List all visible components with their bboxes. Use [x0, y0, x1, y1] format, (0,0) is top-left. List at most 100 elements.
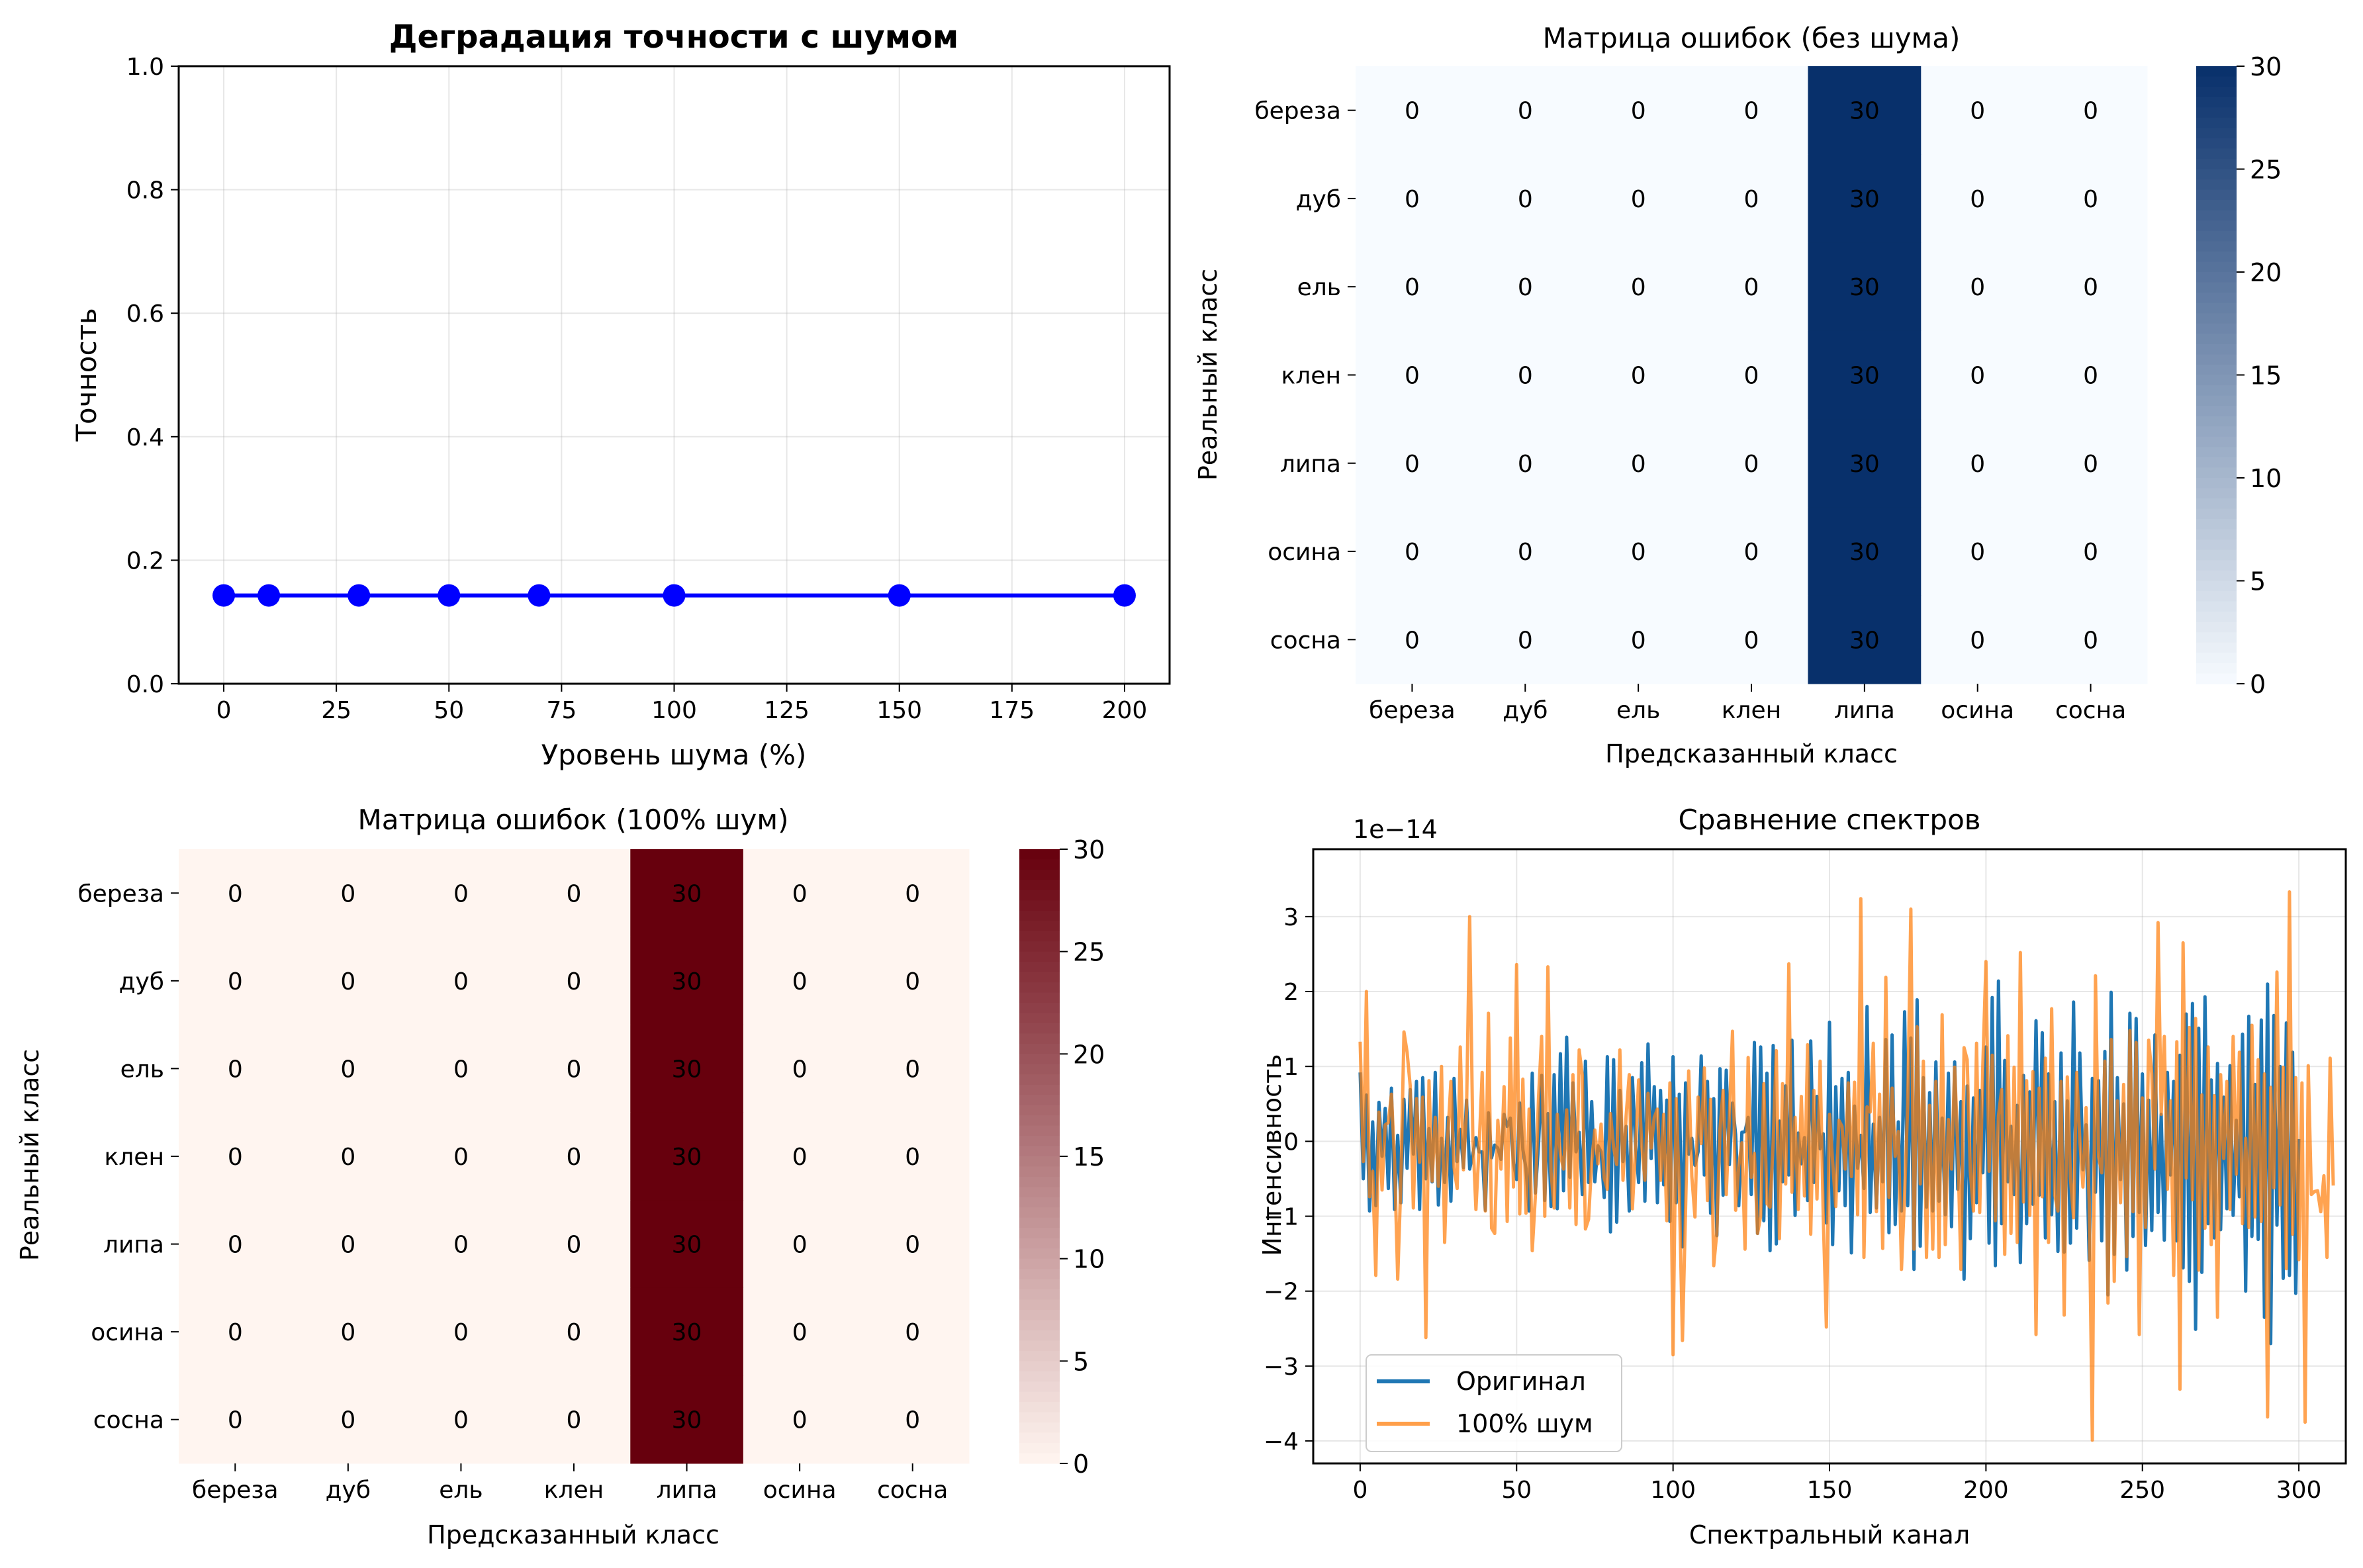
colorbar-segment	[2196, 508, 2237, 520]
colorbar-segment	[2196, 148, 2237, 160]
heatmap-cell	[630, 1112, 744, 1201]
x-tick-label: 25	[321, 697, 351, 724]
cell-value: 0	[567, 1232, 582, 1259]
accuracy-point	[528, 584, 551, 607]
cell-value: 0	[567, 968, 582, 995]
colorbar-segment	[1019, 1033, 1060, 1044]
heatmap-cell	[1356, 507, 1469, 596]
cell-value: 0	[1744, 186, 1759, 213]
cell-value: 30	[1849, 539, 1880, 566]
cell-value: 30	[672, 968, 702, 995]
y-tick-label: 1	[1283, 1054, 1299, 1081]
cell-value: 30	[672, 1319, 702, 1346]
colorbar-segment	[1019, 1217, 1060, 1228]
colorbar-segment	[2196, 189, 2237, 201]
colorbar-segment	[1019, 1023, 1060, 1034]
heatmap-cell	[1581, 330, 1696, 420]
colorbar-segment	[2196, 313, 2237, 324]
accuracy-point	[888, 584, 911, 607]
cell-value: 0	[567, 1144, 582, 1171]
heatmap-cell	[856, 1375, 970, 1464]
colorbar-tick-label: 20	[2250, 258, 2282, 287]
heatmap-cell	[517, 1287, 631, 1376]
colorbar-segment	[2196, 210, 2237, 221]
y-tick-label: ель	[120, 1056, 164, 1083]
x-tick-label: 0	[216, 697, 232, 724]
x-tick-label: 125	[764, 697, 810, 724]
cell-value: 0	[792, 880, 808, 907]
x-tick-label: 75	[546, 697, 577, 724]
cell-value: 0	[905, 968, 920, 995]
spectra-chart: 0 50 100 150 200 250 300 −4 −3 −2 −1 0 1 2 3 Сравнени…	[1258, 804, 2347, 1549]
heatmap-cell	[1921, 330, 2035, 420]
heatmap-cell	[1581, 419, 1696, 508]
colorbar-segment	[2196, 467, 2237, 479]
x-tick-label: 50	[1501, 1477, 1532, 1504]
heatmap-cell	[179, 1375, 293, 1464]
cell-value: 0	[2083, 98, 2098, 125]
cell-value: 0	[228, 880, 243, 907]
cell-value: 0	[1970, 627, 1985, 654]
cell-value: 0	[792, 1232, 808, 1259]
colorbar-segment	[1019, 1350, 1060, 1361]
accuracy-point	[1113, 584, 1136, 607]
y-tick-label: −1	[1264, 1204, 1299, 1231]
cell-value: 0	[453, 1144, 469, 1171]
heatmap-cell	[630, 849, 744, 938]
cell-value: 0	[792, 1319, 808, 1346]
colorbar-segment	[2196, 622, 2237, 633]
colorbar-segment	[2196, 179, 2237, 191]
cell-value: 0	[567, 880, 582, 907]
cell-value: 0	[905, 1144, 920, 1171]
colorbar-segment	[1019, 1422, 1060, 1434]
cell-value: 0	[1744, 627, 1759, 654]
colorbar-segment	[2196, 293, 2237, 304]
heatmap-cell	[404, 937, 518, 1025]
colorbar-segment	[2196, 344, 2237, 355]
heatmap-cell	[517, 1025, 631, 1113]
colorbar-segment	[2196, 539, 2237, 551]
heatmap-cell	[1808, 507, 1922, 596]
colorbar-segment	[2196, 591, 2237, 602]
x-tick-label: 100	[1650, 1477, 1696, 1504]
colorbar-segment	[2196, 66, 2237, 77]
colorbar-segment	[1019, 1003, 1060, 1014]
cell-value: 0	[340, 1407, 355, 1434]
colorbar-segment	[2196, 570, 2237, 582]
colorbar-segment	[1019, 921, 1060, 932]
x-tick-label: липа	[657, 1477, 718, 1504]
y-tick-label: 0.2	[126, 547, 164, 575]
cell-value: 30	[1849, 274, 1880, 301]
colorbar-segment	[2196, 580, 2237, 592]
colorbar-segment	[1019, 1197, 1060, 1208]
colorbar-segment	[1019, 1095, 1060, 1106]
cell-value: 0	[1518, 274, 1533, 301]
cell-value: 0	[1631, 363, 1646, 390]
heatmap-cell	[856, 1112, 970, 1201]
confusion-matrix-clean-xlabel: Предсказанный класс	[1605, 739, 1898, 768]
heatmap-cell	[1356, 154, 1469, 244]
cell-value: 0	[453, 968, 469, 995]
x-tick-label: клен	[544, 1477, 604, 1504]
heatmap-cell	[1808, 419, 1922, 508]
y-tick-label: ель	[1297, 274, 1341, 301]
cell-value: 0	[905, 880, 920, 907]
heatmap-cell	[1694, 507, 1808, 596]
colorbar-segment	[1019, 951, 1060, 962]
cell-value: 0	[1970, 98, 1985, 125]
colorbar-segment	[2196, 323, 2237, 334]
cell-value: 0	[228, 1232, 243, 1259]
colorbar-segment	[1019, 900, 1060, 911]
cell-value: 0	[905, 1056, 920, 1083]
cell-value: 30	[1849, 186, 1880, 213]
x-tick-label: 200	[1102, 697, 1148, 724]
heatmap-cell	[1468, 595, 1583, 684]
y-tick-label: береза	[77, 880, 164, 907]
cell-value: 0	[567, 1407, 582, 1434]
cell-value: 0	[1631, 627, 1646, 654]
cell-value: 0	[1631, 98, 1646, 125]
spectra-offset-text: 1e−14	[1353, 815, 1438, 844]
heatmap-cell	[1468, 507, 1583, 596]
x-tick-label: сосна	[877, 1477, 948, 1504]
colorbar-segment	[2196, 272, 2237, 283]
